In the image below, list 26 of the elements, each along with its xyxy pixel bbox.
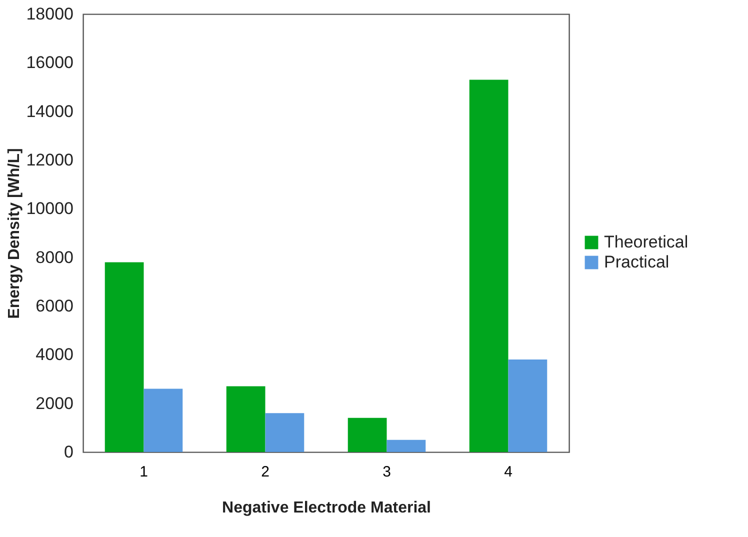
legend-label: Practical (604, 252, 670, 272)
x-tick-label: 3 (382, 464, 391, 480)
bar (265, 413, 304, 452)
x-tick-label: 1 (140, 464, 148, 480)
y-tick-label: 2000 (36, 394, 74, 413)
bar (226, 386, 266, 452)
y-tick-label: 0 (64, 442, 74, 462)
bar (104, 262, 144, 452)
bar (144, 388, 183, 452)
x-axis-title: Negative Electrode Material (222, 500, 431, 516)
x-tick-label: 2 (261, 464, 270, 480)
x-tick-label: 4 (504, 464, 512, 480)
y-tick-label: 8000 (36, 248, 74, 267)
y-tick-label: 4000 (36, 345, 74, 364)
bar (386, 440, 426, 452)
y-tick-label: 16000 (26, 53, 74, 72)
y-tick-label: 18000 (26, 4, 74, 24)
bar (508, 360, 548, 452)
bar (348, 418, 387, 452)
y-tick-label: 12000 (26, 150, 74, 170)
y-axis-title: Energy Density [Wh/L] (6, 148, 24, 319)
y-tick-label: 6000 (36, 296, 74, 316)
legend-label: Theoretical (604, 232, 688, 252)
y-tick-label: 10000 (26, 199, 74, 218)
y-tick-label: 14000 (26, 102, 74, 121)
bar (469, 80, 508, 452)
